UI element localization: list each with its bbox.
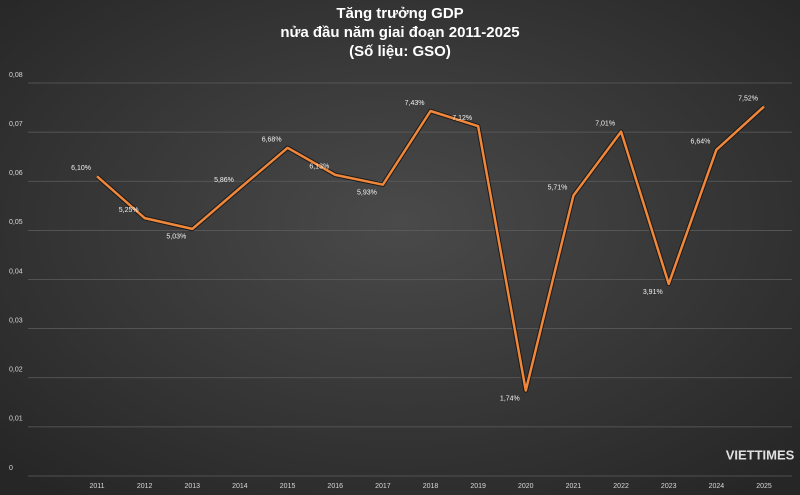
value-label: 5,86% (214, 177, 234, 184)
value-label: 7,01% (595, 120, 615, 127)
x-tick-label: 2012 (137, 483, 153, 490)
x-tick-label: 2013 (184, 483, 200, 490)
x-tick-label: 2015 (280, 483, 296, 490)
y-tick-label: 0,02 (9, 367, 23, 374)
x-tick-label: 2019 (470, 483, 486, 490)
value-label: 5,25% (119, 207, 139, 214)
x-tick-label: 2021 (566, 483, 582, 490)
chart-title: Tăng trưởng GDP (336, 5, 463, 22)
x-tick-label: 2014 (232, 483, 248, 490)
y-tick-label: 0 (9, 465, 13, 472)
x-tick-label: 2011 (89, 483, 104, 490)
y-tick-label: 0,01 (9, 416, 23, 423)
line (96, 105, 765, 392)
y-tick-label: 0,03 (9, 317, 23, 324)
x-tick-label: 2018 (423, 483, 439, 490)
x-tick-label: 2016 (327, 483, 343, 490)
value-label: 5,71% (548, 184, 568, 191)
value-label: 6,68% (262, 137, 282, 144)
x-tick-label: 2025 (756, 483, 772, 490)
y-tick-label: 0,04 (9, 268, 23, 275)
value-label: 7,12% (452, 115, 472, 122)
value-label: 7,52% (738, 95, 758, 102)
x-tick-label: 2017 (375, 483, 391, 490)
value-label: 6,13% (309, 164, 329, 171)
x-tick-label: 2022 (613, 483, 629, 490)
y-tick-label: 0,05 (9, 219, 23, 226)
chart-subtitle: nửa đầu năm giai đoạn 2011-2025 (280, 24, 519, 41)
value-label: 6,10% (71, 165, 91, 172)
value-label: 5,03% (166, 234, 186, 241)
chart-source: (Số liệu: GSO) (349, 43, 451, 60)
x-tick-label: 2023 (661, 483, 677, 490)
y-tick-label: 0,07 (9, 121, 23, 128)
logo: VIETTIMES (726, 447, 795, 462)
x-tick-label: 2020 (518, 483, 534, 490)
y-tick-label: 0,06 (9, 170, 23, 177)
value-label: 7,43% (405, 100, 425, 107)
value-label: 1,74% (500, 395, 520, 402)
y-tick-label: 0,08 (9, 72, 23, 79)
value-label: 5,93% (357, 190, 377, 197)
x-tick-label: 2024 (709, 483, 725, 490)
value-label: 6,64% (690, 139, 710, 146)
value-label: 3,91% (643, 289, 663, 296)
